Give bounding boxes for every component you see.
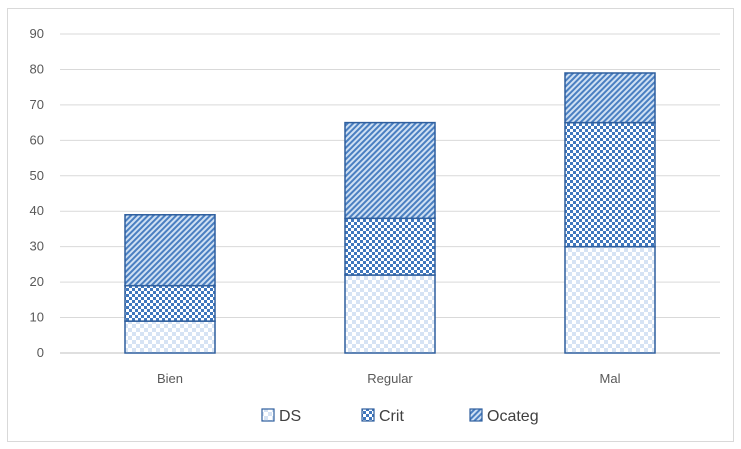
bar-segment-ocateg — [124, 214, 216, 287]
bar-segment-ds — [344, 274, 436, 354]
y-tick-label: 20 — [30, 274, 44, 289]
legend-label: Ocateg — [487, 408, 539, 425]
bar-segment-crit — [124, 284, 216, 322]
y-tick-label: 40 — [30, 203, 44, 218]
legend-swatch-ocateg — [469, 408, 483, 422]
y-tick-label: 80 — [30, 61, 44, 76]
y-tick-label: 90 — [30, 26, 44, 41]
y-tick-label: 10 — [30, 310, 44, 325]
legend-label: Crit — [379, 408, 404, 425]
bar-segment-crit — [344, 217, 436, 276]
y-tick-label: 60 — [30, 132, 44, 147]
y-tick-label: 0 — [37, 345, 44, 360]
bar-segment-ds — [564, 245, 656, 354]
bar-segment-ds — [124, 320, 216, 354]
bar-segment-crit — [564, 121, 656, 248]
y-tick-label: 70 — [30, 97, 44, 112]
x-category-label: Regular — [367, 371, 413, 386]
x-category-label: Mal — [600, 371, 621, 386]
x-category-label: Bien — [157, 371, 183, 386]
legend-swatch-ds — [261, 408, 275, 422]
bar-segment-ocateg — [564, 72, 656, 124]
y-tick-label: 30 — [30, 239, 44, 254]
legend-swatch-crit — [361, 408, 375, 422]
y-tick-label: 50 — [30, 168, 44, 183]
legend-label: DS — [279, 408, 301, 425]
bar-segment-ocateg — [344, 121, 436, 220]
